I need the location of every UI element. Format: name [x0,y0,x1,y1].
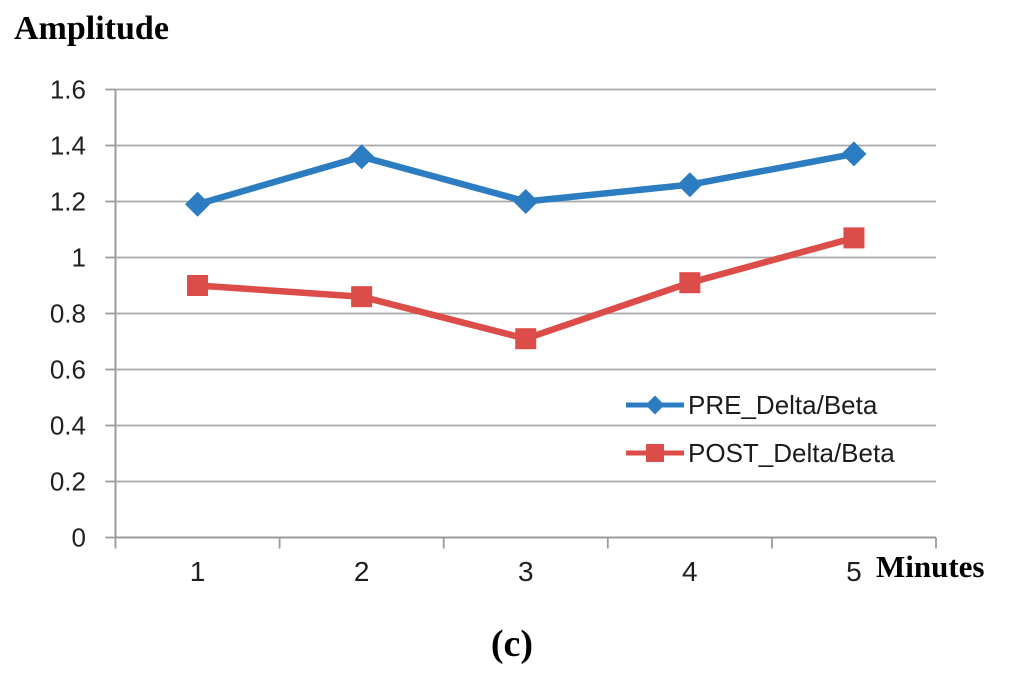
data-point-marker [351,286,373,308]
legend-label: PRE_Delta/Beta [688,389,878,420]
legend-item-pre: PRE_Delta/Beta [626,390,895,420]
legend-label: POST_Delta/Beta [688,437,895,468]
y-tick-label: 1.6 [50,75,86,105]
legend: PRE_Delta/Beta POST_Delta/Beta [626,390,895,486]
data-point-marker [841,141,867,167]
square-line-swatch-icon [626,444,684,462]
data-point-marker [185,191,211,217]
data-point-marker [677,172,703,198]
figure-caption: (c) [490,623,534,665]
x-tick-label: 3 [518,556,534,587]
diamond-line-swatch-icon [626,395,684,415]
y-tick-label: 1.4 [50,131,86,161]
y-axis-title: Amplitude [14,10,169,47]
data-point-marker [679,272,701,294]
data-point-marker [187,275,209,296]
y-tick-label: 0.8 [50,299,86,329]
x-tick-label: 1 [190,556,206,587]
y-tick-label: 1 [72,243,86,273]
series-line-post [194,234,858,342]
x-tick-label: 4 [682,556,698,587]
data-point-marker [349,144,375,170]
y-tick-label: 0 [72,523,86,553]
data-point-marker [843,227,865,249]
y-tick-label: 1.2 [50,187,86,217]
y-tick-label: 0.6 [50,355,86,385]
x-tick-label: 5 [846,556,862,587]
legend-item-post: POST_Delta/Beta [626,438,895,468]
x-axis-title: Minutes [876,549,985,584]
data-point-marker [513,189,539,214]
y-tick-label: 0.4 [50,411,86,441]
x-tick-label: 2 [354,556,370,587]
y-tick-label: 0.2 [50,467,86,497]
data-point-marker [515,328,537,350]
